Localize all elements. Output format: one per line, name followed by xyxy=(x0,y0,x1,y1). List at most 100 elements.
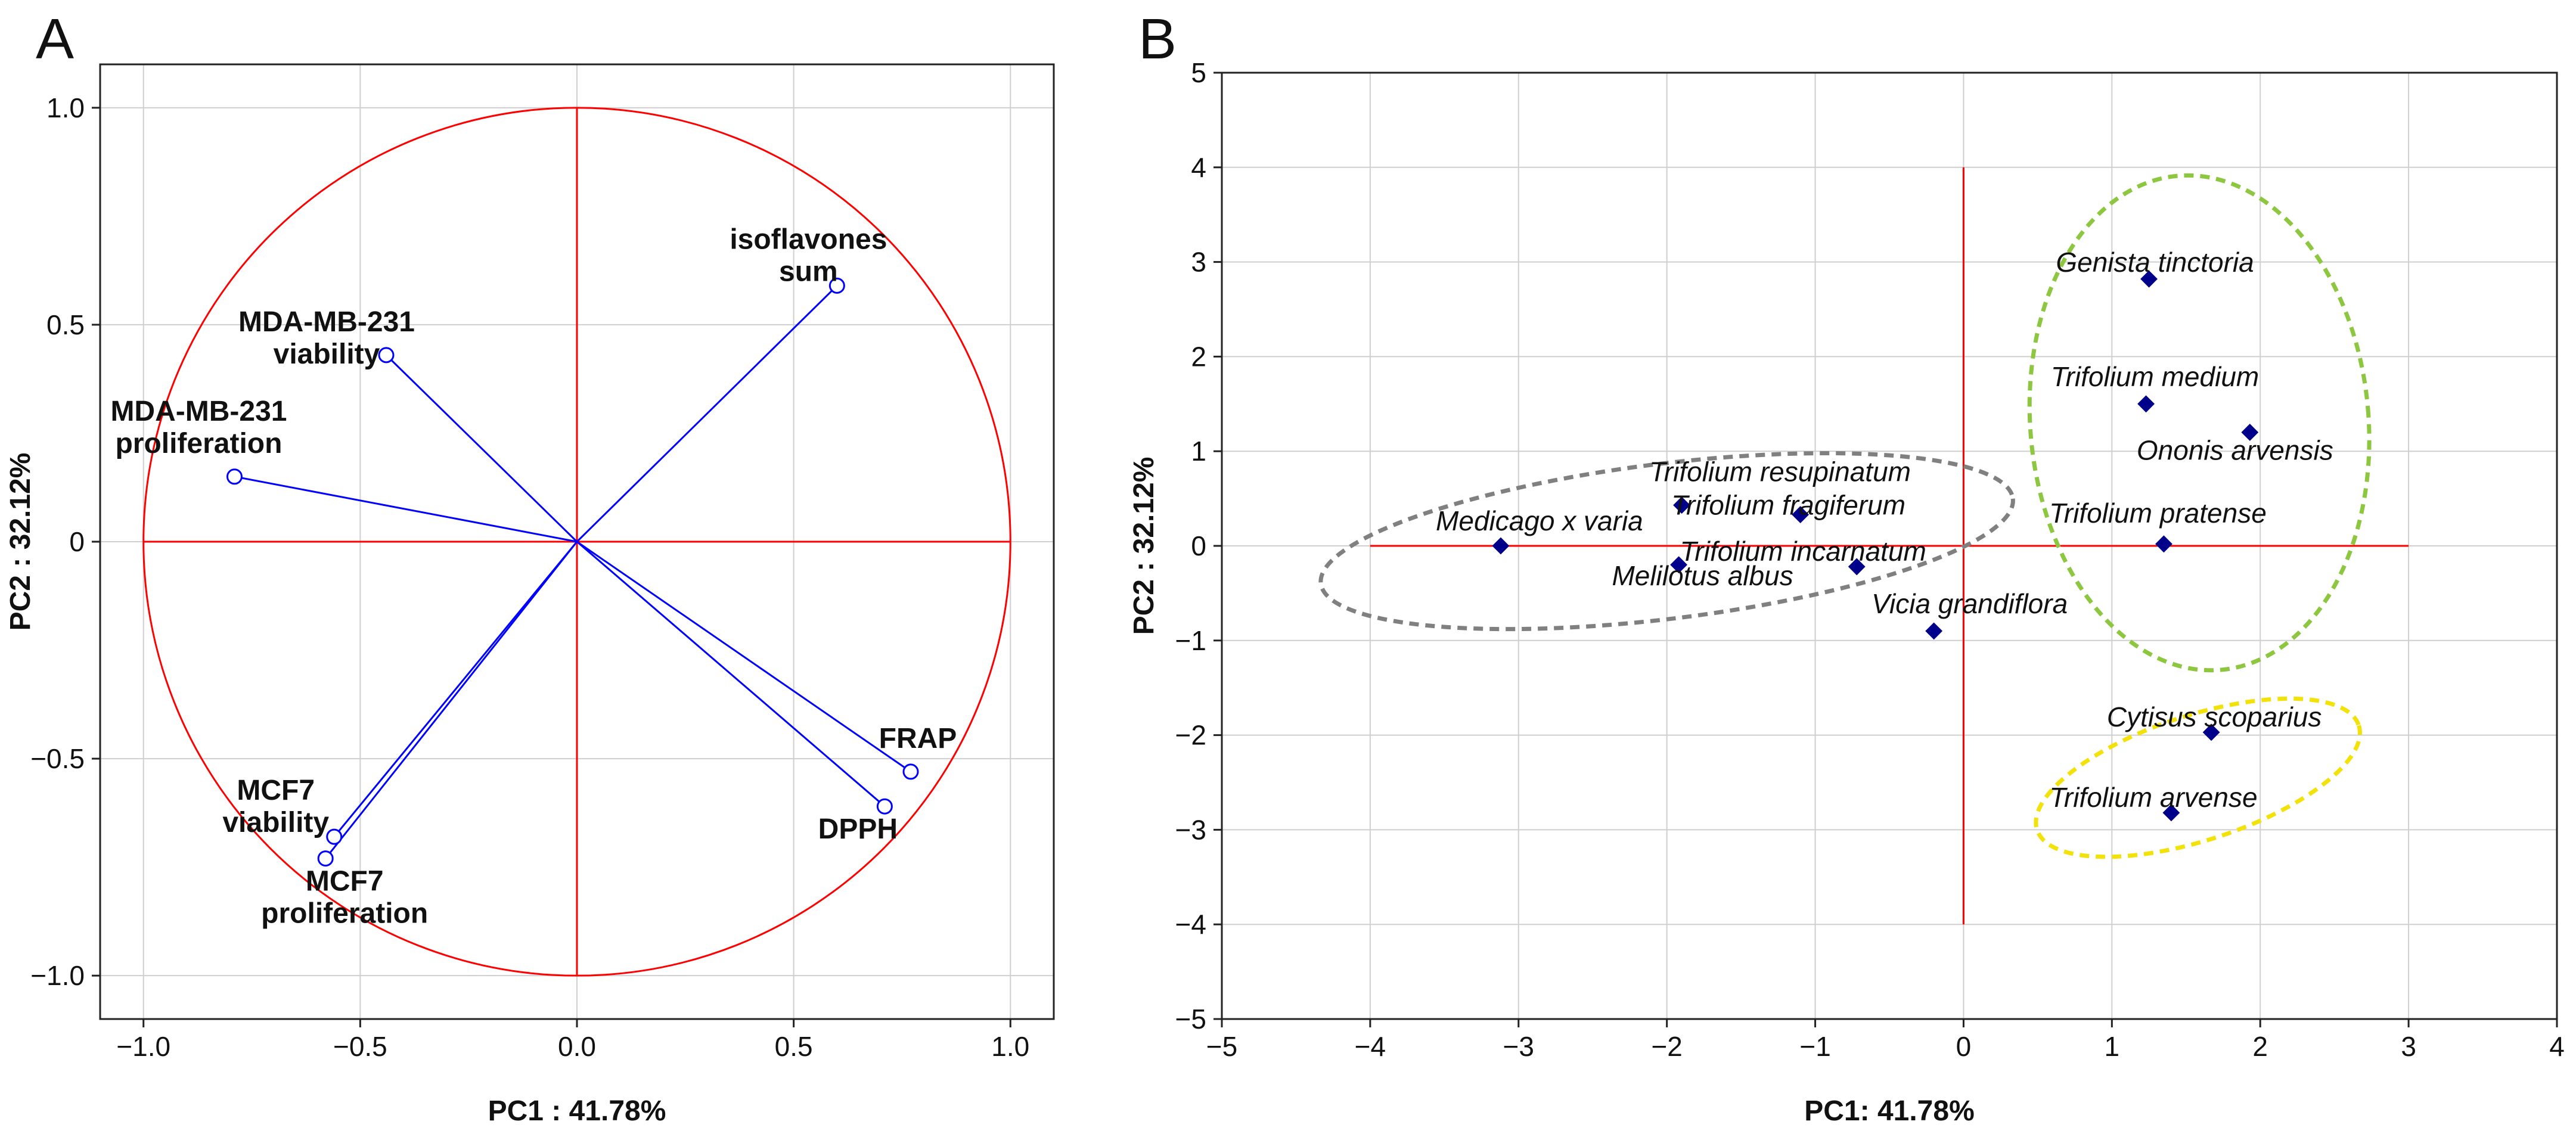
species-label-trifolium-arvense: Trifolium arvense xyxy=(2049,782,2257,813)
loading-point-isoflavones-sum xyxy=(828,277,845,294)
panel-b-x-tick-label-2: −3 xyxy=(1503,1031,1534,1062)
loading-vector-mda-viability xyxy=(385,354,578,543)
species-point-trifolium-pratense xyxy=(2155,535,2172,553)
panel-b-x-tick-label-0: −5 xyxy=(1206,1031,1237,1062)
panel-b-y-tick-label-0: 5 xyxy=(1191,57,1206,88)
panel-a-x-tick-label-3: 0.5 xyxy=(775,1031,813,1062)
species-point-trifolium-fragiferum xyxy=(1792,506,1810,524)
species-point-trifolium-incarnatum xyxy=(1848,558,1866,576)
species-label-ononis-arvensis: Ononis arvensis xyxy=(2137,434,2333,465)
panel-b-y-axis-title: PC2 : 32.12% xyxy=(1128,457,1160,635)
species-label-melilotus-albus: Melilotus albus xyxy=(1612,560,1793,591)
species-point-ononis-arvensis xyxy=(2241,424,2259,441)
species-label-vicia-grandiflora: Vicia grandiflora xyxy=(1872,588,2068,619)
loading-point-mcf7-viability xyxy=(326,828,343,845)
panel-b-y-tick-label-7: −2 xyxy=(1175,720,1206,751)
panel-b-y-tick-label-8: −3 xyxy=(1175,814,1206,845)
species-label-medicago-x-varia: Medicago x varia xyxy=(1436,505,1643,536)
panel-b-y-tick-label-3: 2 xyxy=(1191,341,1206,372)
panel-a-y-tick-label-4: −1.0 xyxy=(30,960,85,991)
loading-label-isoflavones-sum-line-1: isoflavones xyxy=(730,223,887,255)
loading-label-mda-viability-line-2: viability xyxy=(274,338,380,370)
loading-point-mcf7-proliferation xyxy=(317,850,334,867)
panel-a-x-axis-title: PC1 : 41.78% xyxy=(488,1095,666,1127)
cluster-ellipse-yellow-group xyxy=(2034,696,2362,859)
species-point-genista-tinctoria xyxy=(2140,270,2158,288)
species-point-trifolium-medium xyxy=(2137,395,2155,413)
species-point-vicia-grandiflora xyxy=(1925,622,1943,640)
species-point-medicago-x-varia xyxy=(1492,537,1510,555)
loading-label-dpph-line-1: DPPH xyxy=(818,813,898,845)
panel-b-y-tick-label-10: −5 xyxy=(1175,1004,1206,1035)
panel-b-x-tick-label-5: 0 xyxy=(1956,1031,1972,1062)
panel-b-y-tick-label-2: 3 xyxy=(1191,247,1206,278)
panel-b-y-tick-label-5: 0 xyxy=(1191,530,1206,561)
species-point-trifolium-arvense xyxy=(2162,804,2180,822)
loading-vector-mcf7-proliferation xyxy=(325,541,578,859)
panel-a-x-tick-label-1: −0.5 xyxy=(333,1031,387,1062)
panel-label-b: B xyxy=(1138,7,1177,71)
loading-point-frap xyxy=(902,763,919,780)
panel-a-x-tick-label-4: 1.0 xyxy=(991,1031,1029,1062)
cluster-ellipse-green-group xyxy=(2027,173,2372,673)
panel-b-x-axis-title: PC1: 41.78% xyxy=(1804,1095,1975,1127)
loading-point-dpph xyxy=(876,798,893,815)
panel-b-cluster-ellipses xyxy=(1318,173,2372,859)
loading-vector-isoflavones-sum xyxy=(576,285,838,543)
cluster-ellipse-grey-group xyxy=(1318,451,2015,632)
panel-a-x-tick-label-2: 0.0 xyxy=(558,1031,596,1062)
panel-a-vector-endpoints xyxy=(226,277,919,867)
panel-b-y-tick-label-1: 4 xyxy=(1191,152,1206,183)
panel-a-loadings-plot: isoflavonessumMDA-MB-231viabilityMDA-MB-… xyxy=(5,63,1055,1127)
panel-b-x-tick-label-4: −1 xyxy=(1799,1031,1830,1062)
loading-label-mda-proliferation-line-2: proliferation xyxy=(115,428,282,459)
loading-label-mcf7-proliferation-line-2: proliferation xyxy=(261,898,428,930)
species-label-genista-tinctoria: Genista tinctoria xyxy=(2056,247,2254,278)
panel-b-species-points xyxy=(1492,270,2259,822)
species-label-trifolium-fragiferum: Trifolium fragiferum xyxy=(1671,490,1905,521)
panel-b-y-tick-label-9: −4 xyxy=(1175,909,1206,940)
loading-label-mcf7-viability-line-1: MCF7 xyxy=(237,775,315,806)
loading-label-mda-viability-line-1: MDA-MB-231 xyxy=(238,306,415,338)
panel-a-y-tick-label-2: 0 xyxy=(69,526,85,557)
species-point-cytisus-scoparius xyxy=(2202,723,2220,741)
loading-point-mda-proliferation xyxy=(226,468,243,485)
panel-b-y-tick-label-6: −1 xyxy=(1175,625,1206,656)
loading-vector-mda-proliferation xyxy=(234,476,578,543)
panel-a-y-tick-label-1: 0.5 xyxy=(46,309,85,340)
species-label-trifolium-medium: Trifolium medium xyxy=(2051,361,2259,392)
loading-vector-dpph xyxy=(576,541,886,807)
panel-a-y-axis-title: PC2 : 32.12% xyxy=(5,453,36,631)
species-point-melilotus-albus xyxy=(1670,556,1687,574)
loading-label-mcf7-viability-line-2: viability xyxy=(222,807,329,838)
panel-a-y-ticks: 1.0 0.5 0 −0.5 −1.0 xyxy=(30,92,100,991)
panel-b-x-ticks: −5 −4 −3 −2 −1 0 1 2 3 4 xyxy=(1206,1019,2565,1062)
panel-a-y-tick-label-3: −0.5 xyxy=(30,743,85,774)
panel-label-a: A xyxy=(36,7,74,71)
panel-a-x-ticks: −1.0 −0.5 0.0 0.5 1.0 xyxy=(116,1019,1029,1062)
species-label-trifolium-resupinatum: Trifolium resupinatum xyxy=(1649,456,1911,487)
panel-b-x-tick-label-7: 2 xyxy=(2252,1031,2268,1062)
panel-a-y-tick-label-0: 1.0 xyxy=(46,92,85,123)
species-label-trifolium-incarnatum: Trifolium incarnatum xyxy=(1680,536,1926,567)
panel-b-x-tick-label-3: −2 xyxy=(1651,1031,1682,1062)
panel-b-y-ticks: 5 4 3 2 1 0 −1 −2 −3 −4 −5 xyxy=(1175,57,1222,1035)
panel-b-x-tick-label-8: 3 xyxy=(2401,1031,2416,1062)
panel-a-variable-labels: isoflavonessumMDA-MB-231viabilityMDA-MB-… xyxy=(110,223,957,929)
panel-b-x-tick-label-1: −4 xyxy=(1355,1031,1386,1062)
species-label-cytisus-scoparius: Cytisus scoparius xyxy=(2107,701,2321,732)
species-label-trifolium-pratense: Trifolium pratense xyxy=(2049,498,2267,529)
panel-a-x-tick-label-0: −1.0 xyxy=(116,1031,170,1062)
loading-point-mda-viability xyxy=(378,347,395,364)
panel-b-x-tick-label-9: 4 xyxy=(2549,1031,2565,1062)
loading-vector-mcf7-viability xyxy=(333,541,578,838)
loading-label-isoflavones-sum-line-2: sum xyxy=(779,256,838,287)
panel-a-vector-lines xyxy=(234,285,911,859)
loading-label-mcf7-proliferation-line-1: MCF7 xyxy=(306,866,384,897)
panel-b-y-tick-label-4: 1 xyxy=(1191,436,1206,467)
loading-vector-frap xyxy=(576,541,911,773)
loading-label-mda-proliferation-line-1: MDA-MB-231 xyxy=(110,396,287,427)
